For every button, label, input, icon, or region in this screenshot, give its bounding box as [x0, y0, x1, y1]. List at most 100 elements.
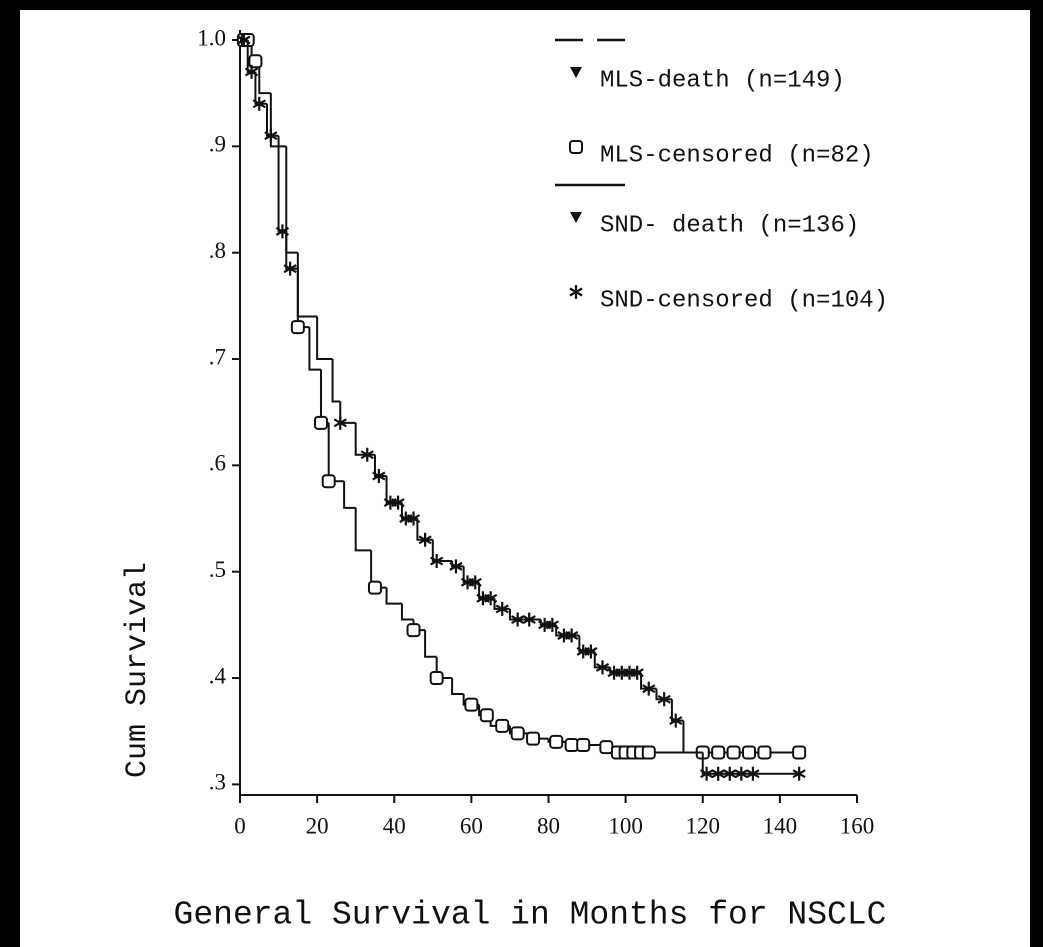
censored-marker: [584, 644, 598, 659]
survival-step: [258, 61, 271, 95]
censored-marker: [391, 495, 405, 510]
censored-marker: [734, 766, 748, 781]
censored-marker: [406, 511, 421, 526]
survival-step: [385, 587, 402, 605]
legend-label: SND- death (n=136): [600, 212, 859, 239]
censored-marker: [564, 738, 579, 753]
censored-marker: [495, 601, 509, 616]
survival-step: [254, 71, 267, 105]
survival-step: [400, 603, 414, 621]
y-tick-label: .6: [209, 451, 226, 476]
survival-step: [343, 481, 356, 509]
y-tick-label: .8: [209, 238, 226, 263]
x-axis-title: General Survival in Months for NSCLC: [174, 897, 887, 934]
censored-marker: [526, 731, 541, 746]
censored-marker: [642, 681, 656, 696]
legend-marker: [569, 140, 583, 154]
censored-marker: [237, 33, 251, 47]
survival-step: [682, 720, 703, 754]
x-tick-label: 60: [460, 813, 483, 838]
censored-marker: [248, 54, 263, 69]
censored-marker: [313, 415, 328, 430]
survival-step: [451, 561, 464, 568]
censored-marker: [792, 745, 807, 760]
censored-marker: [244, 64, 259, 79]
x-tick-label: 40: [383, 813, 406, 838]
y-tick-label: .3: [209, 770, 226, 795]
censored-marker: [630, 665, 644, 680]
censored-marker: [449, 559, 463, 574]
survival-step: [640, 672, 657, 690]
survival-step: [655, 688, 672, 701]
censored-marker: [333, 415, 347, 430]
survival-step: [373, 454, 387, 477]
censored-marker: [290, 320, 305, 335]
survival-step: [493, 598, 510, 610]
censored-marker: [595, 660, 610, 675]
x-tick-label: 120: [686, 813, 721, 838]
legend-label: MLS-censored (n=82): [600, 142, 874, 169]
censored-marker: [576, 738, 591, 753]
censored-marker: [372, 468, 386, 483]
survival-step: [316, 316, 333, 361]
censored-marker: [742, 745, 757, 760]
y-tick-label: .7: [209, 344, 226, 369]
censored-marker: [726, 745, 741, 760]
legend-marker: [569, 285, 583, 299]
censored-marker: [511, 612, 525, 627]
x-tick-label: 140: [763, 813, 798, 838]
censored-marker: [669, 713, 683, 728]
censored-marker: [367, 580, 382, 595]
censored-marker: [406, 623, 421, 638]
legend-label: SND-censored (n=104): [600, 287, 888, 314]
censored-marker: [699, 766, 714, 781]
censored-marker: [565, 628, 579, 643]
censored-marker: [746, 766, 760, 781]
censored-marker: [723, 766, 737, 781]
survival-step: [424, 630, 437, 658]
survival-step: [285, 231, 298, 270]
survival-step: [670, 699, 684, 722]
y-tick-label: .9: [209, 132, 226, 157]
x-tick-label: 100: [608, 813, 643, 838]
censored-marker: [549, 734, 564, 749]
censored-marker: [522, 612, 536, 627]
censored-marker: [430, 554, 444, 569]
survival-step: [269, 93, 287, 148]
survival-step: [451, 678, 464, 695]
death-marker: [570, 67, 582, 78]
death-marker: [570, 212, 582, 223]
censored-marker: [792, 766, 806, 781]
censored-marker: [657, 692, 671, 707]
censored-marker: [479, 708, 494, 723]
censored-marker: [418, 532, 432, 547]
censored-marker: [711, 745, 726, 760]
censored-marker: [360, 447, 374, 462]
survival-step: [416, 518, 433, 541]
survival-step: [296, 268, 318, 318]
survival-step: [308, 327, 321, 371]
censored-marker: [283, 261, 297, 276]
background: [20, 10, 1030, 947]
y-tick-label: .4: [209, 663, 227, 688]
survival-step: [331, 359, 341, 403]
censored-marker: [510, 726, 525, 741]
censored-marker: [641, 745, 656, 760]
survival-step: [701, 752, 800, 775]
x-tick-label: 160: [840, 813, 875, 838]
survival-step: [431, 539, 453, 563]
survival-step: [265, 103, 279, 137]
y-tick-label: .5: [209, 557, 226, 582]
censored-marker: [545, 617, 559, 632]
survival-step: [593, 651, 611, 669]
censored-marker: [495, 718, 510, 733]
censored-marker: [321, 474, 336, 489]
censored-marker: [264, 128, 278, 143]
censored-marker: [468, 575, 482, 590]
censored-marker: [711, 766, 725, 781]
censored-marker: [429, 671, 444, 686]
survival-step: [354, 507, 372, 552]
censored-marker: [757, 745, 772, 760]
